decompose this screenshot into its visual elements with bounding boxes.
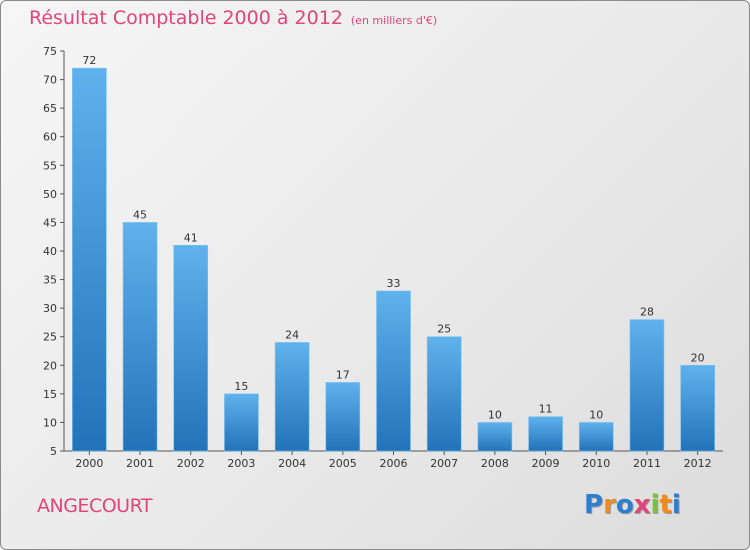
y-tick-label: 40	[43, 245, 57, 258]
x-tick-label: 2010	[582, 457, 610, 470]
y-tick-label: 25	[43, 331, 57, 344]
y-tick-label: 10	[43, 416, 57, 429]
data-labels: 72 45 41 15 24 17 33 25 10 11 10 28 20	[82, 54, 704, 421]
chart-subtitle: (en milliers d'€)	[350, 14, 438, 27]
commune-name: ANGECOURT	[37, 495, 153, 517]
data-label: 15	[234, 380, 248, 393]
logo-letter: r	[603, 490, 616, 520]
chart-title: Résultat Comptable 2000 à 2012	[29, 7, 343, 29]
x-tick-label: 2000	[75, 457, 103, 470]
logo-letter: i	[671, 490, 681, 520]
y-tick-label: 50	[43, 188, 57, 201]
data-label: 25	[437, 323, 451, 336]
y-tick-label: 70	[43, 74, 57, 87]
bar-2000	[72, 67, 107, 452]
y-tick-label: 45	[43, 216, 57, 229]
x-tick-label: 2007	[430, 457, 458, 470]
y-tick-label: 65	[43, 102, 57, 115]
bar-2009	[528, 416, 563, 452]
bar-2007	[426, 336, 462, 452]
logo-letter: x	[633, 490, 651, 520]
data-label: 28	[640, 306, 654, 319]
bars	[72, 67, 715, 452]
bar-2003	[224, 393, 259, 452]
logo-letter: t	[659, 490, 672, 520]
data-label: 72	[82, 54, 96, 67]
x-tick-label: 2001	[126, 457, 154, 470]
bar-2002	[173, 244, 209, 452]
y-tick-label: 60	[43, 131, 57, 144]
bar-2010	[578, 422, 614, 452]
bar-2012	[680, 364, 715, 452]
x-tick-label: 2004	[278, 457, 306, 470]
chart-title-block: Résultat Comptable 2000 à 2012 (en millie…	[29, 7, 437, 29]
proxiti-logo: Proxiti	[584, 490, 681, 520]
bar-2006	[376, 290, 411, 452]
y-tick-label: 30	[43, 302, 57, 315]
x-tick-label: 2006	[380, 457, 408, 470]
data-label: 20	[691, 351, 705, 364]
y-tick-label: 35	[43, 274, 57, 287]
x-tick-label: 2012	[684, 457, 712, 470]
logo-letter: P	[584, 490, 604, 520]
bar-2011	[629, 319, 665, 452]
bar-2004	[274, 342, 310, 452]
data-label: 10	[488, 408, 502, 421]
data-label: 11	[539, 403, 553, 416]
data-label: 41	[184, 231, 198, 244]
y-tick-label: 15	[43, 388, 57, 401]
logo-letter: i	[650, 490, 660, 520]
x-tick-label: 2011	[633, 457, 661, 470]
y-tick-label: 20	[43, 359, 57, 372]
data-label: 24	[285, 328, 299, 341]
bar-2005	[325, 382, 361, 452]
x-tick-label: 2005	[329, 457, 357, 470]
data-label: 45	[133, 208, 147, 221]
y-tick-label: 75	[43, 45, 57, 58]
y-tick-label: 5	[50, 445, 57, 458]
data-label: 17	[336, 368, 350, 381]
bar-2001	[122, 222, 158, 452]
data-label: 10	[589, 408, 603, 421]
x-tick-label: 2002	[177, 457, 205, 470]
x-tick-label: 2003	[227, 457, 255, 470]
bar-2008	[477, 422, 513, 452]
data-label: 33	[387, 277, 401, 290]
y-tick-label: 55	[43, 159, 57, 172]
logo-letter: o	[615, 490, 634, 520]
x-tick-label: 2009	[532, 457, 560, 470]
x-tick-label: 2008	[481, 457, 509, 470]
